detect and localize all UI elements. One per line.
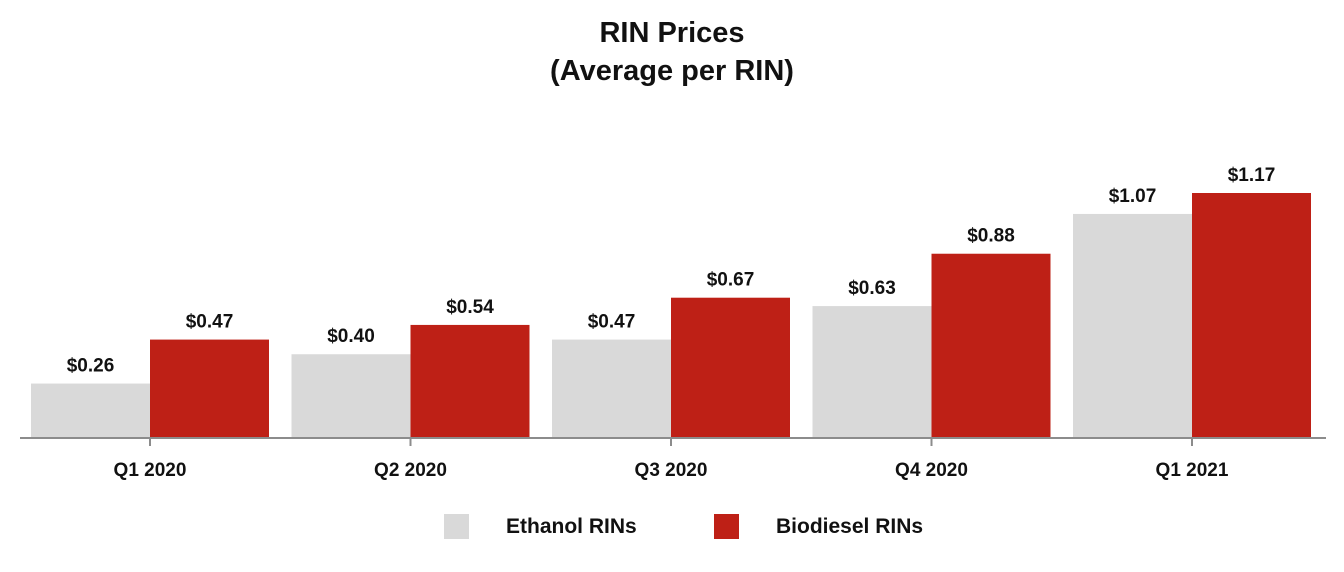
bar-biodiesel-q2-2020: [410, 324, 530, 438]
bar-biodiesel-q4-2020: [931, 253, 1051, 438]
category-label: Q1 2021: [1156, 460, 1229, 481]
value-label-ethanol-q2-2020: $0.40: [327, 326, 375, 347]
bar-biodiesel-q1-2021: [1192, 193, 1311, 438]
legend-item-ethanol: Ethanol RINs: [444, 514, 637, 539]
category-label: Q3 2020: [635, 460, 708, 481]
legend-swatch-biodiesel: [714, 514, 739, 539]
value-label-biodiesel-q3-2020: $0.67: [707, 270, 755, 291]
chart-title: RIN Prices (Average per RIN): [0, 14, 1344, 90]
bar-chart: $0.26 $0.47 $0.40 $0.54 $0.47 $0.67 $0.63 $0.88…: [20, 165, 1326, 481]
legend-item-biodiesel: Biodiesel RINs: [714, 514, 923, 539]
bar-ethanol-q3-2020: [552, 339, 671, 438]
bar-ethanol-q4-2020: [812, 306, 932, 438]
value-labels-group: $0.26 $0.47 $0.40 $0.54 $0.47 $0.67 $0.63 $0.88…: [67, 165, 1276, 377]
value-label-biodiesel-q4-2020: $0.88: [967, 226, 1015, 247]
value-label-biodiesel-q1-2020: $0.47: [186, 312, 234, 333]
value-label-ethanol-q1-2021: $1.07: [1109, 186, 1157, 207]
value-label-ethanol-q1-2020: $0.26: [67, 356, 115, 377]
legend-swatch-ethanol: [444, 514, 469, 539]
category-label: Q4 2020: [895, 460, 968, 481]
chart-title-line2: (Average per RIN): [550, 55, 794, 87]
x-ticks-group: [149, 438, 1193, 446]
legend: Ethanol RINs Biodiesel RINs: [0, 514, 1344, 544]
value-label-biodiesel-q2-2020: $0.54: [446, 297, 494, 318]
category-label: Q2 2020: [374, 460, 447, 481]
bar-ethanol-q1-2020: [31, 383, 150, 438]
value-label-ethanol-q3-2020: $0.47: [588, 312, 636, 333]
bars-group: [31, 193, 1311, 438]
category-label: Q1 2020: [114, 460, 187, 481]
legend-label-ethanol: Ethanol RINs: [506, 514, 637, 538]
value-label-biodiesel-q1-2021: $1.17: [1228, 165, 1276, 186]
bar-ethanol-q1-2021: [1073, 213, 1192, 438]
value-label-ethanol-q4-2020: $0.63: [848, 278, 896, 299]
bar-biodiesel-q1-2020: [150, 339, 269, 438]
bar-biodiesel-q3-2020: [671, 297, 790, 438]
category-labels-group: Q1 2020 Q2 2020 Q3 2020 Q4 2020 Q1 2021: [114, 460, 1229, 481]
legend-label-biodiesel: Biodiesel RINs: [776, 514, 924, 538]
bar-ethanol-q2-2020: [291, 354, 411, 438]
chart-title-line1: RIN Prices: [599, 17, 745, 49]
